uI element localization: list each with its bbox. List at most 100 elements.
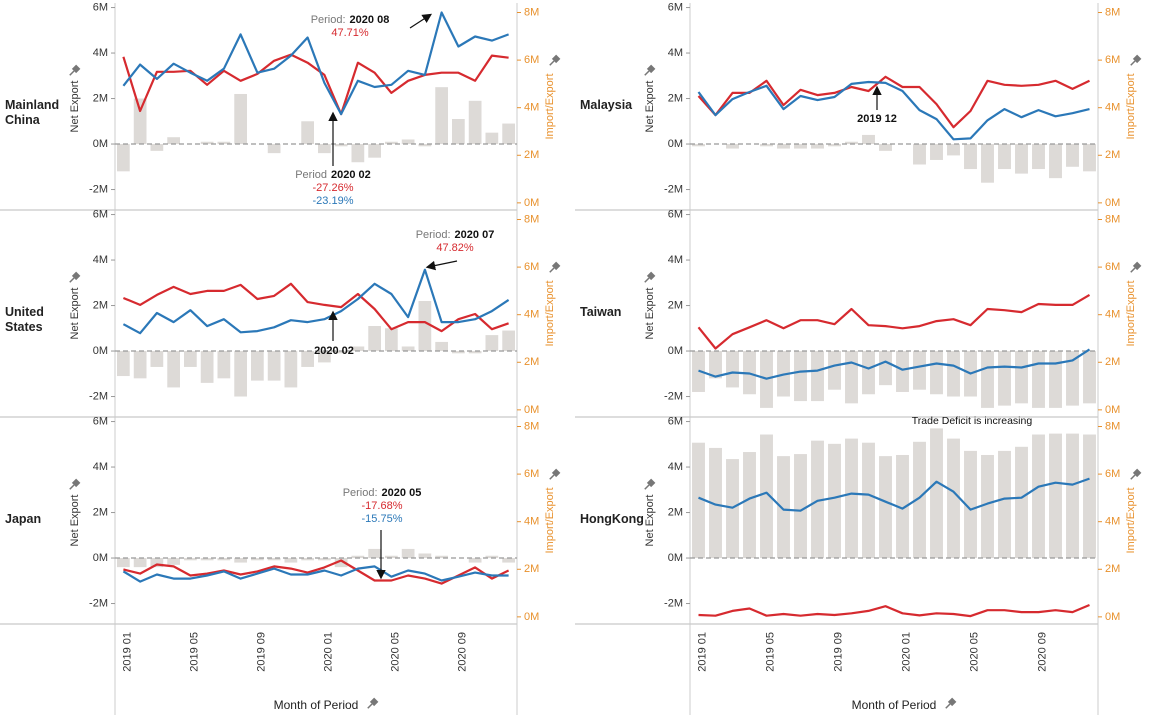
pin-icon[interactable]	[366, 697, 379, 711]
bar	[385, 555, 398, 559]
bar	[896, 454, 909, 559]
y-tick-label: 2M	[93, 92, 108, 104]
y-tick-label: 6M	[93, 208, 108, 220]
bar	[726, 351, 739, 388]
bar	[1066, 351, 1079, 406]
annotation-label: Period:	[343, 487, 378, 499]
annotation-percent: -15.75%	[362, 513, 403, 525]
y-tick-label: 4M	[93, 47, 108, 59]
row-title: Mainland China	[5, 98, 60, 127]
y2-axis-title: Import/Export	[544, 73, 556, 139]
pin-icon[interactable]	[1129, 54, 1142, 68]
y2-axis-title: Import/Export	[544, 280, 556, 346]
bar	[896, 351, 909, 392]
bar	[1066, 144, 1079, 167]
bar	[251, 351, 264, 381]
line	[697, 75, 1090, 129]
bar	[811, 440, 824, 559]
bar	[200, 141, 214, 145]
annotation-header: Period: 2020 07	[416, 229, 495, 241]
bar	[167, 137, 180, 145]
annotation-period: 2020 02	[314, 345, 354, 357]
pin-icon[interactable]	[68, 478, 81, 492]
bar	[234, 93, 247, 145]
y2-axis-title: Import/Export	[1125, 487, 1137, 553]
pin-icon[interactable]	[548, 468, 561, 482]
bar	[468, 351, 482, 354]
annotation-text: Trade Deficit is increasing	[912, 415, 1033, 427]
annotation-header: 2020 02	[314, 345, 354, 357]
bar	[468, 100, 482, 145]
pin-icon[interactable]	[944, 697, 957, 711]
row-title: United States	[5, 305, 44, 334]
y-tick-label: 6M	[668, 1, 683, 13]
bar	[485, 132, 499, 145]
y-tick-label: 4M	[668, 254, 683, 266]
bar	[1015, 446, 1028, 559]
bar	[351, 346, 365, 352]
y2-axis-title: Import/Export	[544, 487, 556, 553]
pin-needle	[549, 267, 555, 273]
pin-icon[interactable]	[68, 271, 81, 285]
y-tick-label: 2M	[93, 299, 108, 311]
bar	[385, 141, 398, 145]
bar	[777, 456, 790, 559]
bar	[435, 87, 448, 145]
bar	[1066, 433, 1079, 559]
bar	[418, 553, 432, 559]
bar	[1083, 144, 1096, 172]
pin-icon[interactable]	[68, 64, 81, 78]
bar	[794, 454, 807, 559]
pin-icon[interactable]	[1129, 468, 1142, 482]
x-tick-label: 2019 05	[764, 632, 776, 672]
bar	[692, 442, 705, 559]
annotation-percent: -17.68%	[362, 500, 403, 512]
x-tick-label: 2020 05	[389, 632, 401, 672]
pin-needle	[1130, 267, 1136, 273]
y-axis-title: Net Export	[69, 288, 81, 340]
y2-tick-label: 6M	[524, 261, 539, 273]
pin-icon[interactable]	[643, 64, 656, 78]
y2-tick-label: 6M	[524, 468, 539, 480]
bar	[1032, 434, 1045, 559]
bar	[502, 558, 515, 563]
annotation-percent: 47.82%	[436, 242, 474, 254]
bar	[502, 123, 515, 145]
bar	[760, 434, 773, 559]
pin-needle	[945, 703, 951, 709]
bar	[879, 144, 892, 151]
y-tick-label: 2M	[668, 299, 683, 311]
line	[122, 268, 510, 335]
bar	[167, 558, 180, 565]
bar	[913, 351, 926, 390]
bar	[828, 144, 841, 147]
bar	[133, 98, 147, 145]
x-tick-label: 2019 01	[696, 632, 708, 672]
bar	[981, 144, 994, 183]
annotation-percent: -27.26%	[313, 182, 354, 194]
y-tick-label: -2M	[89, 183, 108, 195]
y2-tick-label: 2M	[1105, 356, 1120, 368]
bar	[998, 144, 1011, 170]
annotation-arrow	[425, 260, 458, 271]
bar	[760, 144, 773, 147]
bar	[726, 144, 739, 149]
bar	[862, 134, 875, 145]
pin-icon[interactable]	[1129, 261, 1142, 275]
x-tick-label: 2020 09	[1036, 632, 1048, 672]
bar	[879, 456, 892, 559]
pin-icon[interactable]	[643, 478, 656, 492]
bar	[862, 351, 875, 395]
line	[122, 565, 509, 583]
y-tick-label: -2M	[664, 183, 683, 195]
bar	[418, 144, 432, 147]
x-axis-title: Month of Period	[274, 698, 359, 712]
bar	[964, 144, 977, 170]
pin-icon[interactable]	[548, 261, 561, 275]
pin-icon[interactable]	[643, 271, 656, 285]
y-tick-label: 4M	[93, 461, 108, 473]
bar	[200, 351, 214, 383]
y-tick-label: 6M	[93, 415, 108, 427]
y2-tick-label: 2M	[1105, 563, 1120, 575]
pin-icon[interactable]	[548, 54, 561, 68]
